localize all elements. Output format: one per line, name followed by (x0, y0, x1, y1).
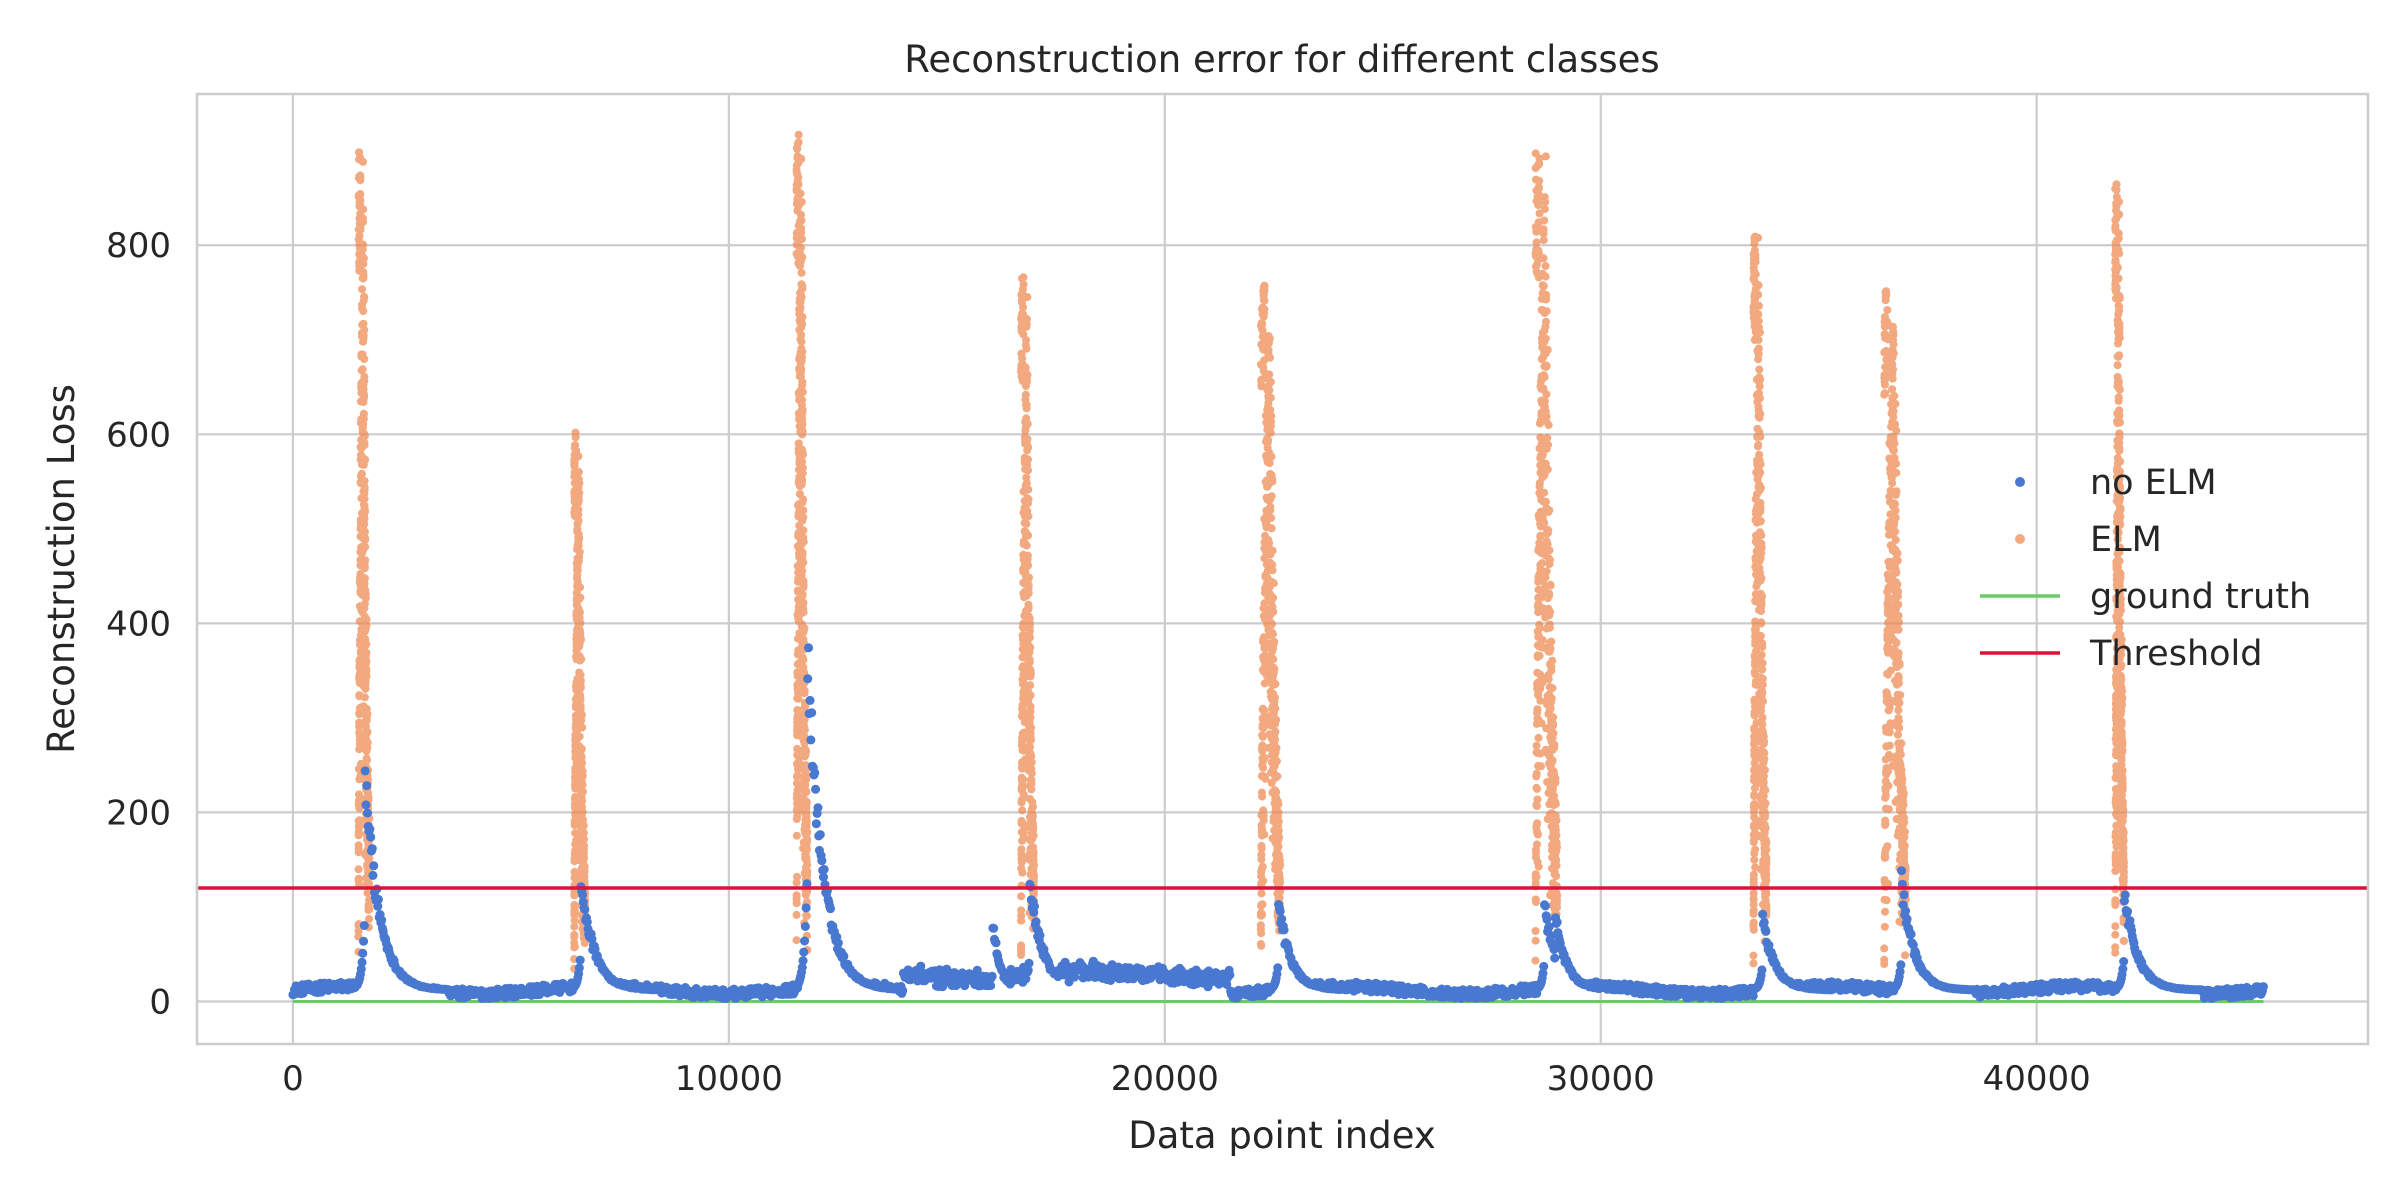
y-tick-label: 600 (106, 415, 171, 455)
legend-label: Threshold (2089, 634, 2263, 674)
legend-label: no ELM (2090, 463, 2217, 503)
x-tick-label: 40000 (1983, 1059, 2091, 1099)
x-tick-label: 20000 (1111, 1059, 1219, 1099)
plot-area (197, 130, 2368, 1003)
legend-entry-elm: ELM (2015, 520, 2162, 560)
legend-marker (2015, 534, 2025, 544)
x-tick-label: 30000 (1547, 1059, 1655, 1099)
legend: no ELM ELM ground truth Threshold (1980, 463, 2311, 674)
chart-title: Reconstruction error for different class… (904, 38, 1659, 81)
axes-frame (195, 92, 2370, 1046)
y-tick-label: 800 (106, 226, 171, 266)
y-tick-label: 400 (106, 604, 171, 644)
legend-marker (2015, 477, 2025, 487)
x-tick-label: 0 (282, 1059, 304, 1099)
y-axis-label: Reconstruction Loss (40, 384, 83, 754)
legend-entry-no-elm: no ELM (2015, 463, 2217, 503)
no-elm-points (288, 643, 2268, 1003)
legend-entry-ground-truth: ground truth (1980, 577, 2311, 617)
legend-label: ground truth (2090, 577, 2311, 617)
x-axis-label: Data point index (1128, 1114, 1435, 1157)
y-tick-label: 0 (149, 982, 171, 1022)
x-tick-label: 10000 (675, 1059, 783, 1099)
legend-label: ELM (2090, 520, 2162, 560)
y-tick-label: 200 (106, 793, 171, 833)
legend-entry-threshold: Threshold (1980, 634, 2263, 674)
